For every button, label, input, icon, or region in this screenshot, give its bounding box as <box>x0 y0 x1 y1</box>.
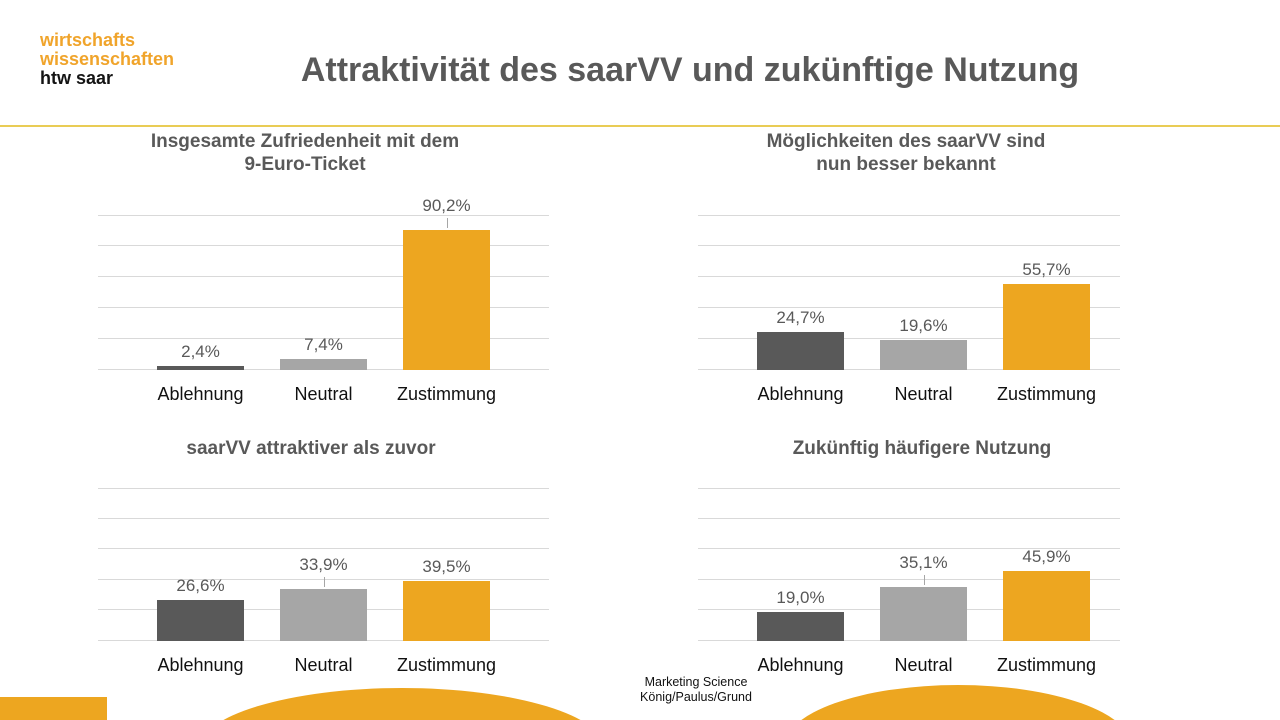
gridline <box>98 215 549 216</box>
chart-title-line: nun besser bekannt <box>816 154 996 175</box>
gridline <box>698 517 1120 519</box>
chart-plot: 24,7% 19,6% 55,7% <box>698 215 1120 370</box>
chart-title: saarVV attraktiver als zuvor <box>81 437 541 460</box>
value-label: 19,6% <box>899 315 948 335</box>
chart-title: Zukünftig häufigere Nutzung <box>692 437 1152 460</box>
footer-credits: Marketing Science König/Paulus/Grund <box>560 675 832 705</box>
value-label: 19,0% <box>776 587 825 607</box>
value-label: 26,6% <box>176 576 225 596</box>
category-label: Zustimmung <box>396 655 497 675</box>
accent-ellipse-right <box>784 685 1132 720</box>
category-label: Ablehnung <box>157 384 244 404</box>
bar-ablehnung <box>157 600 244 641</box>
gridline <box>698 548 1120 550</box>
chart-title-line: 9-Euro-Ticket <box>244 154 366 175</box>
bar-zustimmung <box>1003 570 1090 641</box>
category-label: Ablehnung <box>157 655 244 675</box>
bar-ablehnung <box>157 366 244 370</box>
value-label: 90,2% <box>422 196 471 216</box>
header-accent-line <box>0 125 1280 127</box>
chart-title: Möglichkeiten des saarVV sind nun besser … <box>676 130 1136 176</box>
label-leader-line <box>323 577 325 588</box>
bar-ablehnung <box>757 611 844 641</box>
accent-ellipse-left <box>198 688 606 720</box>
value-label: 24,7% <box>776 307 825 327</box>
gridline <box>698 338 1120 339</box>
gridline <box>698 215 1120 216</box>
category-label: Neutral <box>294 655 353 675</box>
htw-saar-logo: wirtschafts wissenschaften htw saar <box>40 31 174 88</box>
category-label: Ablehnung <box>757 384 844 404</box>
chart-title-line: Möglichkeiten des saarVV sind <box>766 131 1046 152</box>
gridline <box>98 488 549 489</box>
category-label: Neutral <box>294 384 353 404</box>
category-label: Neutral <box>894 655 953 675</box>
value-label: 2,4% <box>181 342 220 362</box>
footer-line-1: Marketing Science <box>644 675 748 689</box>
bar-neutral <box>880 587 967 641</box>
footer-line-2: König/Paulus/Grund <box>640 690 752 704</box>
logo-line-wissenschaften: wissenschaften <box>40 49 175 69</box>
logo-line-htw-saar: htw saar <box>40 68 114 88</box>
value-label: 33,9% <box>299 555 348 575</box>
gridline <box>98 245 549 246</box>
value-label: 35,1% <box>899 553 948 573</box>
chart-title-line: saarVV attraktiver als zuvor <box>186 438 436 459</box>
gridline <box>98 338 549 339</box>
value-label: 45,9% <box>1022 546 1071 566</box>
bar-ablehnung <box>757 331 844 370</box>
gridline <box>98 517 549 519</box>
bar-zustimmung <box>403 230 490 370</box>
label-leader-line <box>923 575 925 586</box>
gridline <box>98 548 549 550</box>
category-label: Zustimmung <box>996 384 1097 404</box>
value-label: 39,5% <box>422 556 471 576</box>
chart-title: Insgesamte Zufriedenheit mit dem 9-Euro-T… <box>75 130 535 176</box>
category-label: Neutral <box>894 384 953 404</box>
gridline <box>98 276 549 277</box>
bar-neutral <box>880 339 967 370</box>
logo-line-wirtschafts: wirtschafts <box>40 30 136 50</box>
category-label: Ablehnung <box>757 655 844 675</box>
gridline <box>698 307 1120 308</box>
chart-plot: 19,0% 35,1% 45,9% <box>698 488 1120 641</box>
gridline <box>98 307 549 308</box>
gridline <box>698 245 1120 246</box>
category-label: Zustimmung <box>396 384 497 404</box>
bar-zustimmung <box>403 580 490 641</box>
gridline <box>698 488 1120 489</box>
gridline <box>698 578 1120 580</box>
bar-neutral <box>280 589 367 641</box>
bar-zustimmung <box>1003 283 1090 370</box>
gridline <box>698 276 1120 277</box>
accent-rectangle <box>0 697 107 720</box>
chart-title-line: Zukünftig häufigere Nutzung <box>792 438 1052 459</box>
chart-plot: 26,6% 33,9% 39,5% <box>98 488 549 641</box>
bar-neutral <box>280 358 367 370</box>
chart-plot: 2,4% 7,4% 90,2% <box>98 196 549 370</box>
value-label: 55,7% <box>1022 259 1071 279</box>
value-label: 7,4% <box>304 334 343 354</box>
slide-title: Attraktivität des saarVV und zukünftige … <box>300 51 1080 89</box>
label-leader-line <box>446 218 448 229</box>
category-label: Zustimmung <box>996 655 1097 675</box>
chart-title-line: Insgesamte Zufriedenheit mit dem <box>150 131 460 152</box>
